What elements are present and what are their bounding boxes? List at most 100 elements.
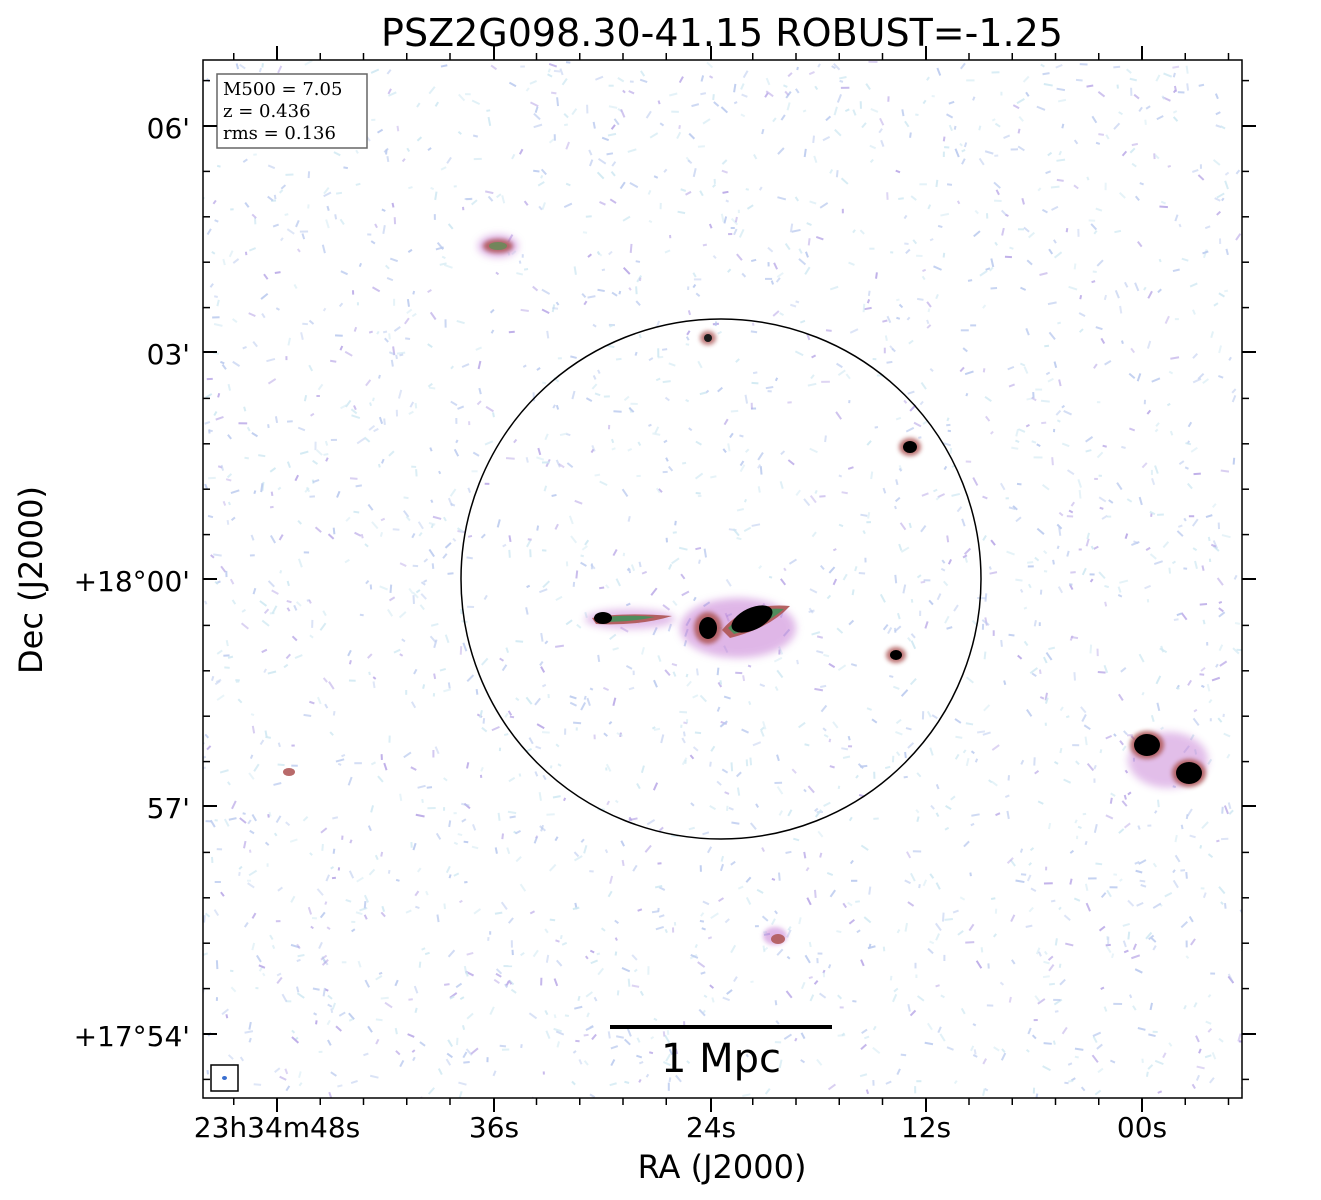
noise-speck (774, 781, 783, 784)
noise-speck (453, 448, 460, 457)
noise-speck (1033, 757, 1036, 766)
noise-speck (641, 646, 645, 655)
noise-speck (784, 243, 791, 251)
noise-speck (1152, 902, 1162, 909)
noise-speck (385, 149, 388, 155)
noise-speck (1073, 139, 1079, 145)
noise-speck (652, 627, 658, 636)
noise-speck (251, 432, 258, 438)
noise-speck (710, 475, 717, 479)
noise-speck (390, 359, 394, 367)
noise-speck (278, 534, 284, 541)
noise-speck (900, 689, 909, 697)
noise-speck (574, 1005, 583, 1010)
noise-speck (1218, 374, 1224, 379)
noise-speck (565, 619, 573, 626)
noise-speck (525, 747, 532, 753)
noise-speck (1069, 584, 1074, 591)
noise-speck (445, 865, 451, 874)
noise-speck (918, 884, 921, 889)
noise-speck (776, 786, 784, 795)
noise-speck (1103, 1006, 1108, 1012)
noise-speck (213, 553, 222, 557)
noise-speck (319, 911, 326, 919)
noise-speck (1015, 439, 1020, 443)
noise-speck (228, 817, 237, 821)
noise-speck (668, 362, 676, 367)
noise-speck (1201, 821, 1209, 830)
noise-speck (1054, 938, 1058, 946)
noise-speck (382, 225, 386, 234)
noise-speck (1174, 854, 1181, 863)
noise-speck (922, 879, 928, 887)
noise-speck (990, 258, 995, 268)
noise-speck (220, 565, 227, 573)
noise-speck (374, 223, 378, 229)
noise-speck (287, 337, 292, 346)
noise-speck (1048, 331, 1056, 340)
noise-speck (536, 723, 545, 730)
noise-speck (453, 841, 459, 846)
noise-speck (981, 619, 990, 626)
noise-speck (1006, 857, 1014, 864)
noise-speck (1000, 1052, 1007, 1061)
noise-speck (926, 324, 932, 329)
noise-speck (1127, 791, 1132, 796)
noise-speck (1015, 879, 1025, 884)
noise-speck (475, 689, 479, 695)
noise-speck (872, 1046, 881, 1055)
noise-speck (631, 984, 640, 988)
noise-speck (745, 759, 749, 767)
noise-speck (737, 209, 740, 214)
noise-speck (484, 440, 494, 446)
noise-speck (1172, 869, 1176, 874)
noise-speck (602, 686, 610, 692)
noise-speck (335, 758, 345, 763)
noise-speck (508, 81, 517, 88)
noise-speck (280, 184, 287, 190)
noise-speck (471, 845, 479, 850)
noise-speck (1036, 527, 1045, 535)
noise-speck (619, 181, 626, 190)
noise-speck (1106, 936, 1109, 940)
noise-speck (1012, 104, 1020, 110)
noise-speck (879, 117, 885, 126)
noise-speck (1176, 530, 1184, 537)
noise-speck (730, 217, 739, 226)
noise-speck (1063, 914, 1071, 921)
noise-speck (872, 1025, 877, 1031)
noise-speck (727, 268, 732, 273)
noise-speck (261, 648, 268, 654)
noise-speck (621, 967, 631, 973)
noise-speck (203, 755, 207, 761)
noise-speck (1045, 651, 1053, 661)
noise-speck (459, 646, 463, 655)
x-tick-label: 36s (469, 1111, 519, 1144)
noise-speck (588, 159, 594, 167)
noise-speck (261, 619, 270, 627)
noise-speck (1023, 366, 1029, 374)
noise-speck (780, 450, 786, 456)
noise-speck (612, 647, 619, 651)
noise-speck (695, 292, 701, 297)
noise-speck (1080, 706, 1087, 714)
noise-speck (762, 721, 767, 730)
noise-speck (982, 731, 991, 736)
noise-speck (1129, 427, 1136, 432)
noise-speck (259, 600, 268, 607)
noise-speck (1177, 91, 1185, 94)
noise-speck (375, 974, 383, 981)
noise-speck (322, 610, 327, 617)
noise-speck (536, 525, 540, 531)
noise-speck (463, 840, 469, 844)
noise-speck (580, 561, 587, 567)
noise-speck (823, 653, 830, 658)
noise-speck (798, 248, 803, 254)
noise-speck (930, 804, 935, 810)
noise-speck (502, 543, 507, 548)
noise-speck (327, 994, 333, 1000)
noise-speck (1018, 428, 1026, 433)
noise-speck (776, 754, 780, 762)
noise-speck (1089, 573, 1095, 576)
noise-speck (849, 328, 859, 334)
